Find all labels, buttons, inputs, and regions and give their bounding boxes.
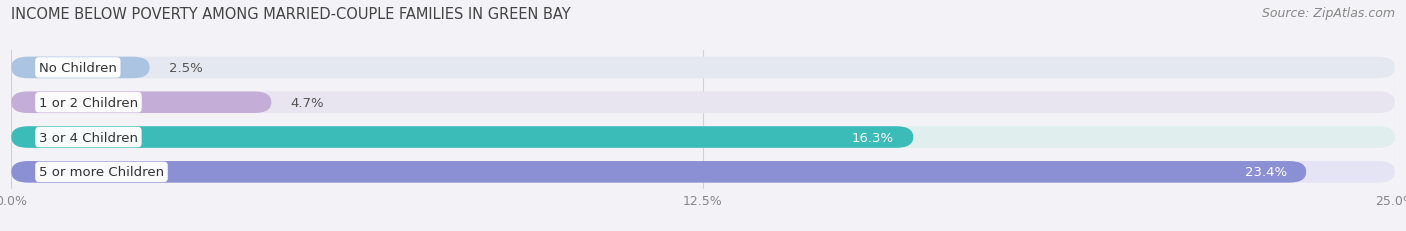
FancyBboxPatch shape: [11, 92, 271, 113]
FancyBboxPatch shape: [11, 127, 1395, 148]
Text: 5 or more Children: 5 or more Children: [39, 166, 165, 179]
Text: 3 or 4 Children: 3 or 4 Children: [39, 131, 138, 144]
FancyBboxPatch shape: [11, 161, 1306, 183]
Text: 4.7%: 4.7%: [291, 96, 325, 109]
Text: No Children: No Children: [39, 62, 117, 75]
Text: 2.5%: 2.5%: [169, 62, 202, 75]
Text: 16.3%: 16.3%: [852, 131, 894, 144]
FancyBboxPatch shape: [11, 127, 914, 148]
FancyBboxPatch shape: [11, 58, 1395, 79]
FancyBboxPatch shape: [11, 92, 1395, 113]
Text: INCOME BELOW POVERTY AMONG MARRIED-COUPLE FAMILIES IN GREEN BAY: INCOME BELOW POVERTY AMONG MARRIED-COUPL…: [11, 7, 571, 22]
Text: 23.4%: 23.4%: [1244, 166, 1286, 179]
Text: Source: ZipAtlas.com: Source: ZipAtlas.com: [1261, 7, 1395, 20]
Text: 1 or 2 Children: 1 or 2 Children: [39, 96, 138, 109]
FancyBboxPatch shape: [11, 58, 149, 79]
FancyBboxPatch shape: [11, 161, 1395, 183]
